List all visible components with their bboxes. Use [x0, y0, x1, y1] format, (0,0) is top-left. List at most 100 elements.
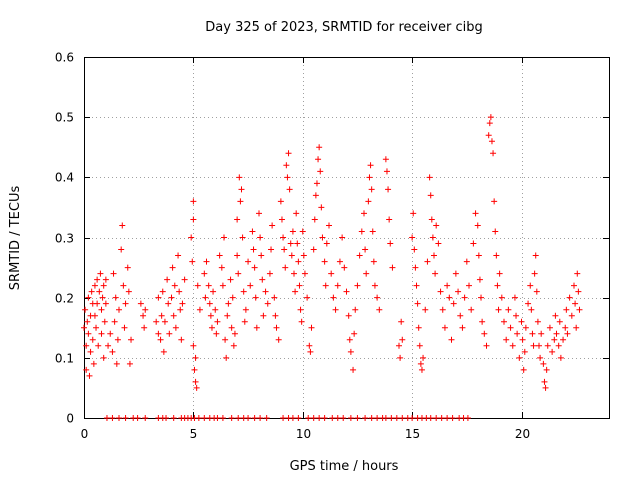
data-point — [531, 270, 538, 277]
data-point — [237, 198, 244, 205]
data-point — [533, 288, 540, 295]
data-point — [179, 300, 186, 307]
data-point — [109, 415, 116, 421]
data-point — [275, 336, 282, 343]
axis-ticks — [84, 57, 609, 419]
data-point — [495, 306, 502, 313]
data-point — [234, 252, 241, 259]
data-point — [362, 415, 369, 421]
data-point — [212, 306, 219, 313]
data-point — [496, 270, 503, 277]
data-point — [553, 330, 560, 337]
data-point — [91, 312, 98, 319]
data-point — [385, 186, 392, 193]
data-point — [216, 252, 223, 259]
data-point — [354, 415, 361, 421]
data-point — [221, 234, 227, 241]
data-point — [88, 288, 95, 295]
data-point — [268, 246, 275, 253]
data-point — [416, 342, 423, 349]
data-point — [119, 222, 126, 229]
data-point — [568, 312, 575, 319]
data-point — [387, 240, 394, 247]
data-point — [300, 252, 307, 259]
data-point — [245, 415, 252, 421]
data-point — [363, 270, 370, 277]
data-point — [396, 342, 402, 349]
data-point — [87, 348, 94, 355]
data-point — [487, 114, 494, 121]
y-tick-label: 0.3 — [55, 232, 74, 246]
data-point — [493, 252, 500, 259]
data-point — [228, 415, 235, 421]
data-point — [278, 216, 285, 223]
data-point — [544, 342, 551, 349]
data-point — [175, 252, 182, 259]
data-point — [155, 330, 162, 337]
data-point — [86, 372, 93, 379]
data-point — [192, 378, 199, 385]
data-point — [479, 318, 486, 325]
data-point — [354, 282, 361, 289]
data-point — [340, 415, 347, 421]
data-point — [444, 415, 451, 421]
x-axis-label: GPS time / hours — [290, 459, 399, 474]
data-point — [218, 264, 225, 271]
data-point — [195, 415, 202, 421]
data-point — [472, 210, 479, 217]
grid-lines — [84, 57, 609, 418]
data-point — [439, 306, 446, 313]
data-point — [118, 246, 125, 253]
data-point — [240, 288, 247, 295]
data-point — [206, 300, 213, 307]
x-tick-label: 5 — [190, 427, 198, 441]
data-point — [193, 384, 200, 391]
data-point — [120, 282, 127, 289]
data-point — [202, 294, 209, 301]
data-point — [238, 186, 245, 193]
data-point — [476, 276, 483, 283]
data-point — [239, 234, 246, 241]
x-tick-labels: 0 5 10 15 20 — [81, 427, 530, 441]
data-point — [307, 348, 314, 355]
data-point — [311, 216, 318, 223]
data-point — [540, 360, 547, 367]
data-point — [280, 234, 287, 241]
data-point — [368, 186, 375, 193]
data-point — [511, 294, 518, 301]
data-point — [501, 318, 507, 325]
data-point — [555, 342, 562, 349]
data-point — [258, 252, 265, 259]
data-point — [446, 294, 453, 301]
data-point — [323, 240, 330, 247]
data-point — [503, 336, 510, 343]
data-point — [346, 336, 353, 343]
data-point — [389, 264, 396, 271]
data-point — [93, 324, 100, 331]
data-point — [433, 222, 440, 229]
data-point — [334, 282, 341, 289]
data-point — [483, 342, 490, 349]
data-point — [272, 312, 279, 319]
data-point — [190, 216, 197, 223]
data-point — [251, 264, 258, 271]
data-point — [537, 354, 544, 361]
data-point — [142, 306, 149, 313]
data-point — [289, 415, 296, 421]
data-point — [516, 354, 523, 361]
data-point — [316, 415, 323, 421]
data-point — [257, 415, 264, 421]
data-point — [101, 318, 108, 325]
data-point — [112, 294, 119, 301]
data-point — [438, 415, 445, 421]
data-point — [249, 228, 256, 235]
data-point — [140, 312, 147, 319]
data-point — [205, 282, 212, 289]
data-point — [208, 324, 215, 331]
data-point — [461, 294, 468, 301]
data-point — [525, 300, 532, 307]
data-point — [366, 174, 373, 181]
data-point — [411, 246, 418, 253]
data-point — [141, 324, 148, 331]
data-point — [105, 342, 112, 349]
